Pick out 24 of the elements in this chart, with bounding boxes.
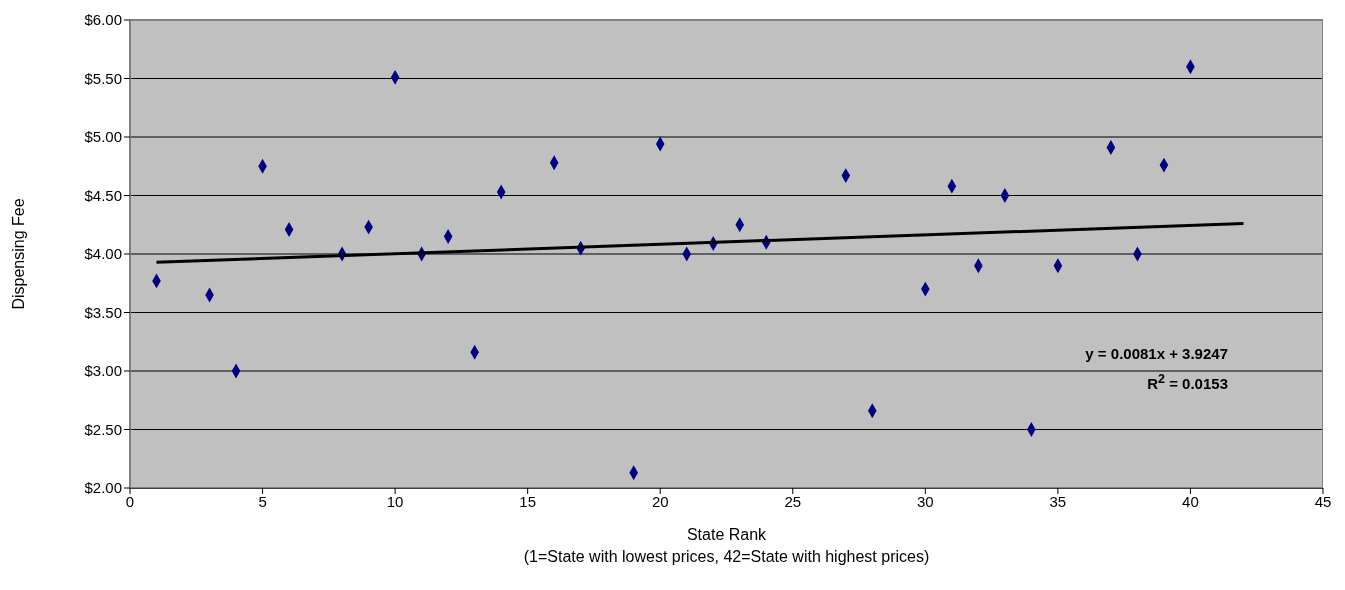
x-tick-label: 40 xyxy=(1182,492,1199,510)
x-tick-label: 15 xyxy=(519,492,537,510)
y-tick-label: $3.50 xyxy=(84,303,122,321)
y-tick-label: $4.00 xyxy=(84,245,122,263)
x-tick-label: 0 xyxy=(125,492,135,510)
x-tick-label: 20 xyxy=(651,492,669,510)
x-tick-label: 25 xyxy=(784,492,802,510)
y-tick-label: $5.00 xyxy=(84,128,122,146)
x-tick-label: 30 xyxy=(916,492,934,510)
x-axis-title: State Rank xyxy=(685,526,768,544)
x-tick-label: 5 xyxy=(258,492,267,510)
x-tick-label: 35 xyxy=(1049,492,1067,510)
y-tick-label: $2.00 xyxy=(84,479,122,497)
y-tick-label: $4.50 xyxy=(84,186,122,204)
x-tick-label: 10 xyxy=(386,492,404,510)
x-tick-label: 45 xyxy=(1314,492,1332,510)
annotation: R$^{2}$ = 0.0153 xyxy=(1147,372,1228,392)
y-tick-label: $5.50 xyxy=(84,69,122,87)
y-tick-label: $6.00 xyxy=(84,11,122,29)
y-tick-label: $3.00 xyxy=(84,362,122,380)
y-tick-label: $2.50 xyxy=(84,420,122,438)
annotation: y = 0.0081x + 3.9247 xyxy=(1085,345,1228,362)
text: (1=State with lowest prices, 42=State with highest prices) xyxy=(522,548,931,566)
y-axis-title: Dispensing Fee xyxy=(9,198,27,310)
